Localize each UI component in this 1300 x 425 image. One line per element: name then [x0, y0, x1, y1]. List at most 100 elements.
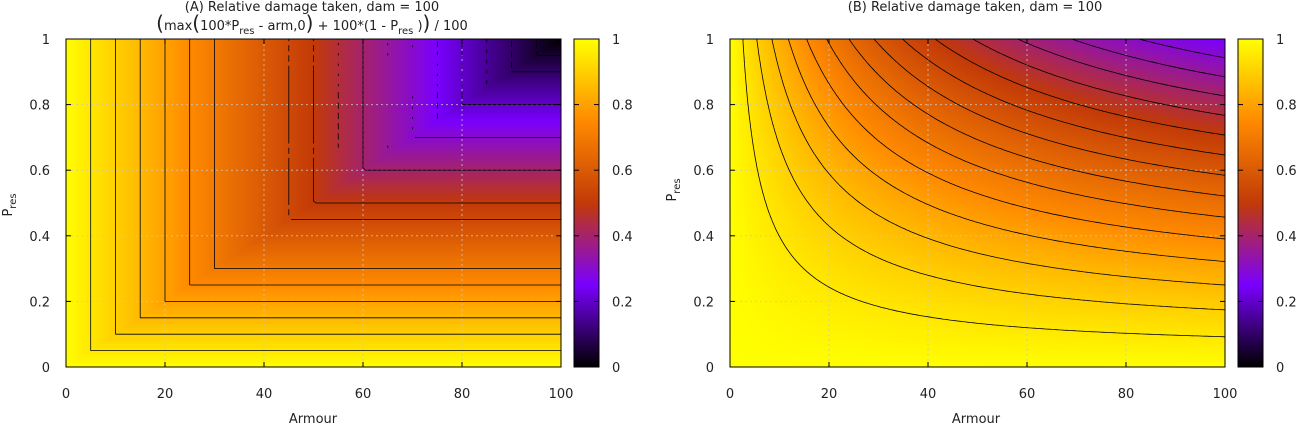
formula-part4: )	[413, 19, 422, 34]
panel-b-y-axis-label-main: P	[665, 194, 680, 202]
panel-b-x-tick-label-4: 80	[1118, 387, 1135, 402]
panel-b-y-tick-label-2: 0.4	[693, 230, 714, 245]
panel-b-contour-12	[848, 39, 1225, 197]
panel-b-contour-7	[1017, 39, 1225, 97]
panel-a-contour-7	[362, 39, 561, 171]
panel-b: (B) Relative damage taken, dam = 100 0 20…	[665, 0, 1297, 425]
panel-b-y-tick-label-4: 0.8	[693, 99, 714, 114]
panel-b-colorbar-tick-label-1: 0.2	[1276, 295, 1297, 310]
panel-a-x-axis-label: Armour	[289, 412, 338, 425]
panel-b-x-tick-label-0: 0	[726, 387, 734, 402]
panel-b-contour-18	[742, 39, 1225, 338]
panel-b-colorbar-ticks: 0 0.2 0.4 0.6 0.8 1	[1238, 33, 1297, 376]
panel-b-y-tick-label-3: 0.6	[693, 164, 714, 179]
formula-open-paren: (	[156, 11, 164, 35]
panel-a-colorbar-tick-label-5: 1	[612, 33, 620, 48]
panel-a-y-tick-label-3: 0.6	[29, 164, 50, 179]
formula-part2: - arm,0	[255, 19, 306, 34]
panel-b-y-tick-label-1: 0.2	[693, 295, 714, 310]
panel-b-colorbar-tick-label-0: 0	[1276, 361, 1284, 376]
panel-b-contour-9	[934, 39, 1225, 136]
panel-b-heatmap	[730, 39, 1225, 367]
panel-b-title: (B) Relative damage taken, dam = 100	[848, 0, 1102, 15]
panel-b-contour-8	[972, 39, 1225, 116]
panel-a-contour-18	[90, 39, 561, 351]
panel-a-x-tick-label-3: 60	[355, 387, 372, 402]
panel-b-colorbar-tick-label-2: 0.4	[1276, 230, 1297, 245]
panel-a-frame	[65, 38, 562, 368]
panel-a-contour-5	[412, 45, 561, 138]
panel-a: (A) Relative damage taken, dam = 100 (ma…	[1, 0, 633, 425]
panel-b-y-tick-label-5: 1	[706, 33, 714, 48]
panel-a-x-tick-label-1: 20	[157, 387, 174, 402]
panel-b-contour-16	[771, 39, 1225, 286]
panel-b-contour-5	[1138, 39, 1225, 59]
formula-sub2: res	[398, 26, 413, 37]
panel-a-y-tick-label-5: 1	[42, 33, 50, 48]
panel-b-y-ticks: 0 0.2 0.4 0.6 0.8 1	[693, 33, 1225, 376]
formula-inner-close-paren: )	[306, 11, 314, 35]
panel-a-colorbar-tick-label-4: 0.8	[612, 99, 633, 114]
panel-a-y-axis-label-main: P	[1, 209, 16, 217]
panel-b-colorbar-tick-label-5: 1	[1276, 33, 1284, 48]
panel-a-contour-17	[115, 39, 561, 335]
panel-a-contours	[90, 39, 561, 351]
panel-a-x-tick-label-2: 40	[256, 387, 273, 402]
panel-b-contour-11	[873, 39, 1225, 176]
panel-b-contour-10	[902, 39, 1225, 156]
panel-a-colorbar-tick-label-0: 0	[612, 361, 620, 376]
panel-b-frame	[729, 38, 1226, 368]
panel-a-contour-14	[189, 39, 561, 286]
panel-a-y-ticks: 0 0.2 0.4 0.6 0.8 1	[29, 33, 561, 376]
panel-a-y-axis-label: Pres	[1, 193, 19, 216]
panel-a-x-ticks: 0 20 40 60 80 100	[62, 39, 574, 402]
panel-a-contour-10	[288, 39, 561, 220]
panel-a-y-tick-label-1: 0.2	[29, 295, 50, 310]
panel-b-contour-17	[756, 39, 1225, 311]
panel-b-x-tick-label-2: 40	[920, 387, 937, 402]
formula-inner-open-paren: (	[192, 11, 200, 35]
formula-close-paren: )	[423, 11, 431, 35]
panel-b-contours	[742, 39, 1225, 338]
panel-b-x-tick-label-5: 100	[1213, 387, 1238, 402]
panel-a-contour-16	[139, 39, 561, 319]
formula-part1: 100*P	[200, 19, 239, 34]
formula-part3: + 100*(1 - P	[313, 19, 398, 34]
panel-b-x-axis-label: Armour	[952, 412, 1001, 425]
panel-b-x-tick-label-1: 20	[821, 387, 838, 402]
panel-a-contour-1	[511, 41, 561, 73]
panel-a-x-tick-label-0: 0	[62, 387, 70, 402]
panel-a-title: (A) Relative damage taken, dam = 100	[185, 0, 439, 15]
panel-b-colorbar	[1237, 38, 1264, 368]
panel-a-colorbar-ticks: 0 0.2 0.4 0.6 0.8 1	[574, 33, 633, 376]
formula-max: max	[164, 19, 193, 34]
panel-a-y-axis-label-sub: res	[8, 193, 19, 208]
panel-a-y-tick-label-2: 0.4	[29, 230, 50, 245]
panel-a-contour-0	[535, 41, 561, 56]
panel-b-contour-13	[826, 39, 1225, 218]
panel-b-x-ticks: 0 20 40 60 80 100	[726, 39, 1238, 402]
panel-a-colorbar-tick-label-1: 0.2	[612, 295, 633, 310]
panel-b-contour-15	[788, 39, 1225, 262]
panel-a-colorbar	[573, 38, 600, 368]
panel-a-contour-13	[214, 39, 561, 269]
panel-b-colorbar-tick-label-3: 0.6	[1276, 164, 1297, 179]
panel-b-y-tick-label-0: 0	[706, 361, 714, 376]
panel-a-formula: (max(100*Pres - arm,0) + 100*(1 - Pres )…	[156, 11, 468, 37]
formula-sub1: res	[239, 26, 254, 37]
panel-a-x-tick-label-4: 80	[454, 387, 471, 402]
panel-b-y-axis-label: Pres	[665, 178, 683, 201]
panel-b-contour-6	[1071, 39, 1225, 78]
formula-tail: / 100	[430, 19, 467, 34]
panel-a-colorbar-tick-label-3: 0.6	[612, 164, 633, 179]
panel-a-contour-9	[313, 39, 561, 204]
panel-a-y-tick-label-0: 0	[42, 361, 50, 376]
panel-a-x-tick-label-5: 100	[549, 387, 574, 402]
panel-b-colorbar-tick-label-4: 0.8	[1276, 99, 1297, 114]
panel-b-y-axis-label-sub: res	[672, 178, 683, 193]
panel-a-colorbar-tick-label-2: 0.4	[612, 230, 633, 245]
panel-b-x-tick-label-3: 60	[1019, 387, 1036, 402]
panel-a-y-tick-label-4: 0.8	[29, 99, 50, 114]
panel-b-contour-14	[806, 39, 1225, 240]
